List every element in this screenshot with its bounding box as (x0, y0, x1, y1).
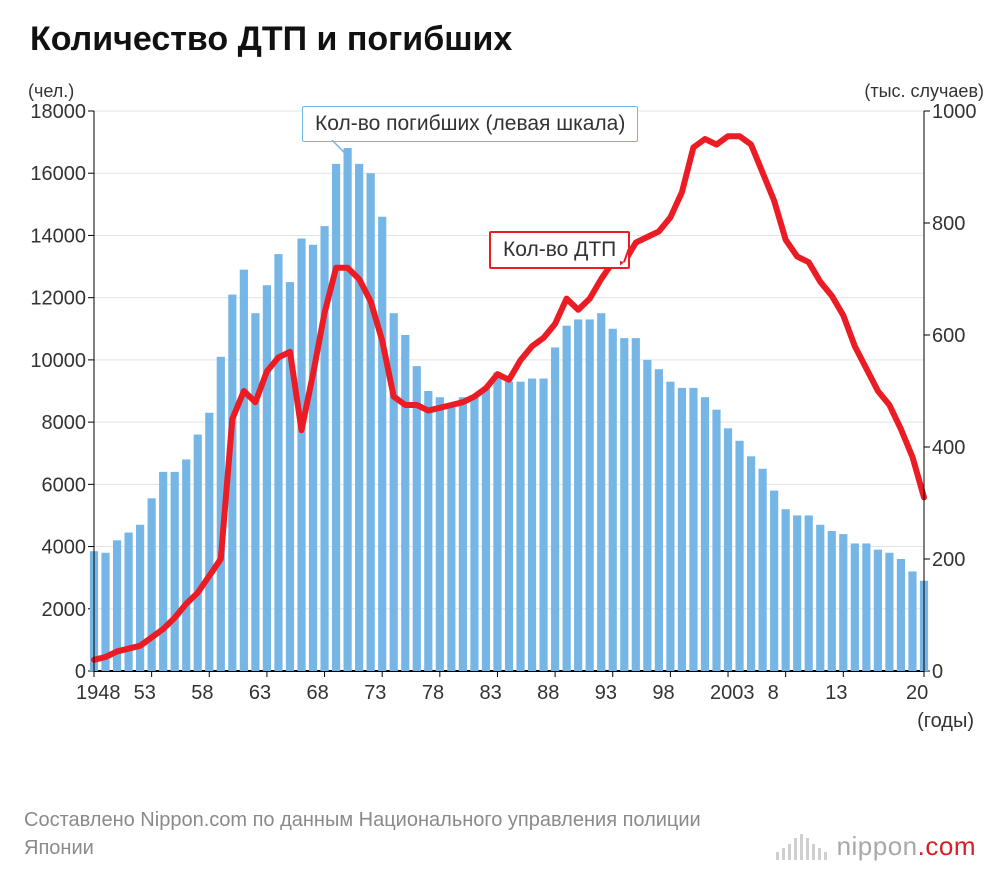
logo-text: nippon.com (837, 831, 976, 862)
svg-text:8: 8 (768, 682, 779, 704)
svg-text:20: 20 (906, 682, 928, 704)
chart-title: Количество ДТП и погибших (30, 20, 976, 59)
chart-svg: 0200040006000800010000120001400016000180… (24, 81, 984, 761)
svg-text:83: 83 (479, 682, 501, 704)
brand-logo: nippon.com (776, 831, 976, 862)
svg-text:1000: 1000 (932, 101, 977, 123)
svg-text:10000: 10000 (30, 350, 86, 372)
svg-text:1948: 1948 (76, 682, 121, 704)
svg-text:73: 73 (364, 682, 386, 704)
svg-text:18000: 18000 (30, 101, 86, 123)
svg-text:2000: 2000 (42, 599, 87, 621)
svg-text:68: 68 (307, 682, 329, 704)
svg-text:12000: 12000 (30, 288, 86, 310)
svg-text:58: 58 (191, 682, 213, 704)
svg-text:14000: 14000 (30, 225, 86, 247)
svg-text:800: 800 (932, 213, 965, 235)
svg-text:400: 400 (932, 437, 965, 459)
svg-text:78: 78 (422, 682, 444, 704)
logo-bars-icon (776, 834, 827, 860)
svg-text:4000: 4000 (42, 537, 87, 559)
callout-deaths-stem (322, 140, 358, 160)
svg-text:16000: 16000 (30, 163, 86, 185)
svg-text:98: 98 (652, 682, 674, 704)
svg-text:0: 0 (932, 661, 943, 683)
svg-text:93: 93 (595, 682, 617, 704)
source-text: Составлено Nippon.com по данным Национал… (24, 806, 704, 862)
svg-text:2003: 2003 (710, 682, 755, 704)
svg-text:0: 0 (75, 661, 86, 683)
callout-accidents-stem (620, 245, 637, 270)
svg-text:63: 63 (249, 682, 271, 704)
chart-area: (чел.) (тыс. случаев) 020004000600080001… (24, 81, 984, 761)
svg-text:200: 200 (932, 549, 965, 571)
svg-text:600: 600 (932, 325, 965, 347)
svg-text:(годы): (годы) (917, 710, 974, 732)
svg-text:88: 88 (537, 682, 559, 704)
svg-text:53: 53 (134, 682, 156, 704)
svg-text:8000: 8000 (42, 412, 87, 434)
svg-text:13: 13 (825, 682, 847, 704)
svg-text:6000: 6000 (42, 474, 87, 496)
